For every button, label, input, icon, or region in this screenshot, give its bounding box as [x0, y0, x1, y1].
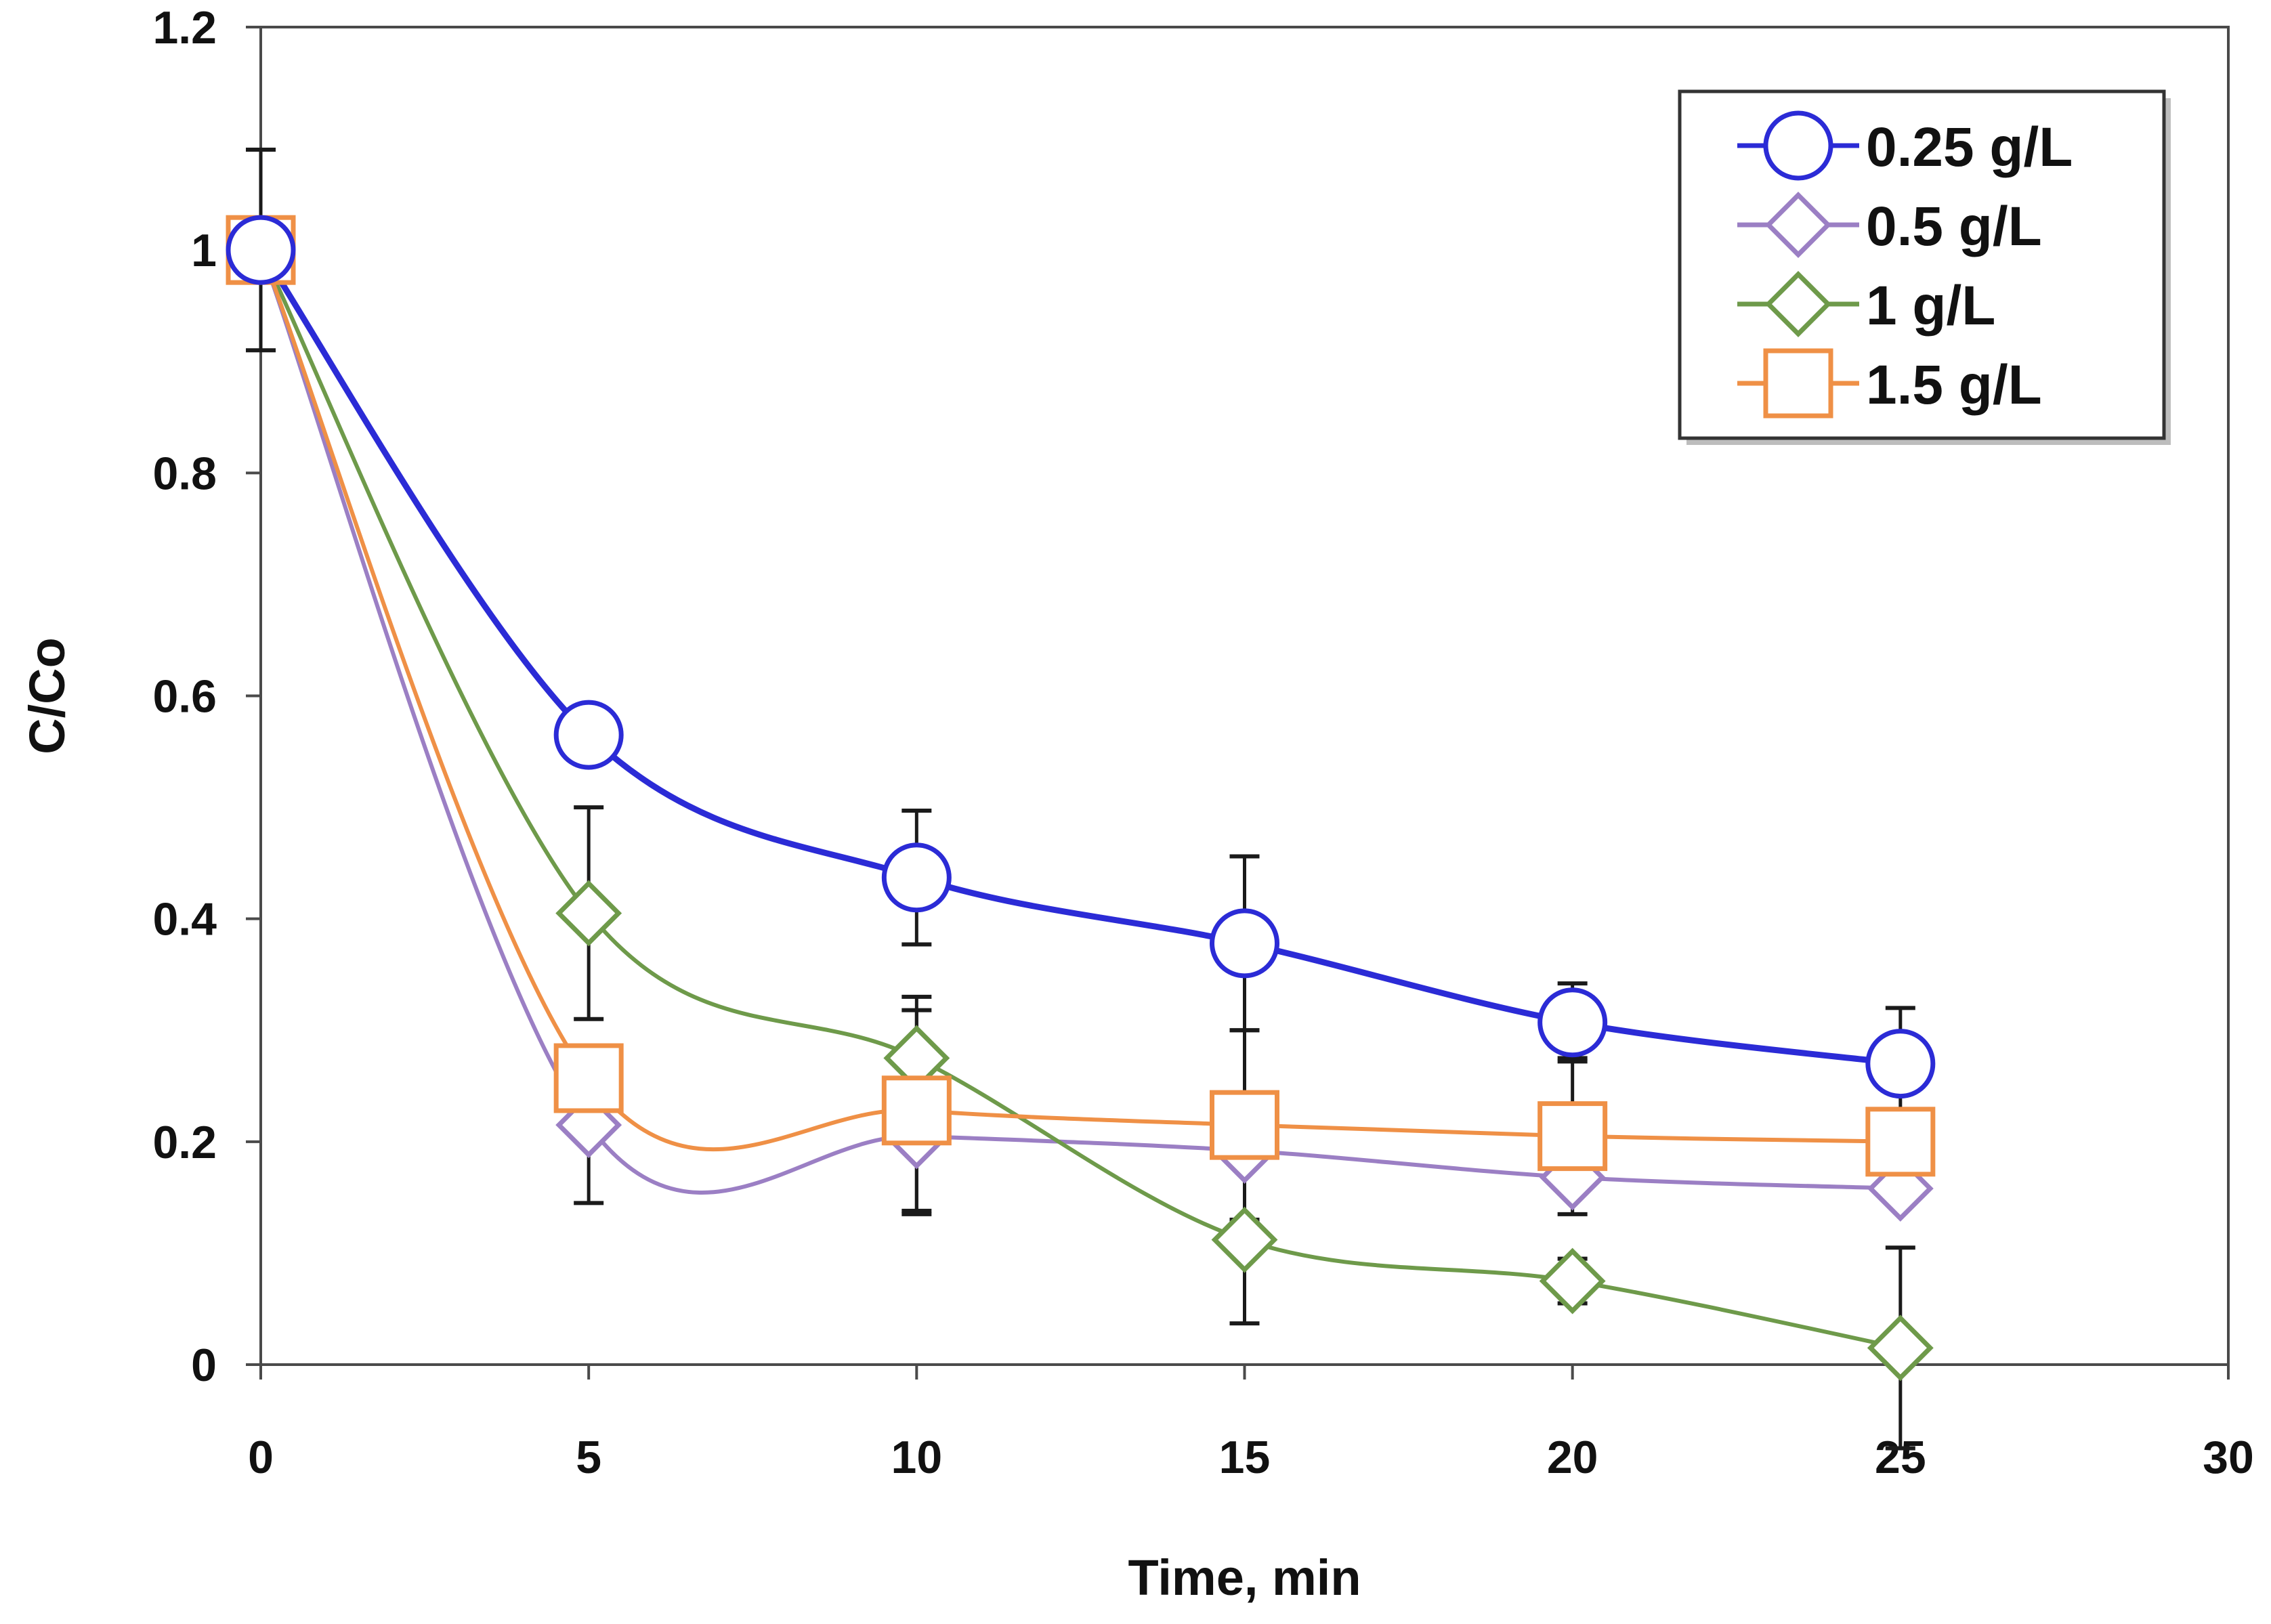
x-tick-label: 0 [248, 1432, 274, 1483]
data-point-1-5-g-l [1210, 1090, 1279, 1160]
y-tick-label: 0.4 [152, 894, 217, 945]
data-point-1-5-g-l [881, 1075, 952, 1146]
y-tick-label: 0.6 [152, 671, 217, 723]
y-tick-label: 1.2 [152, 2, 217, 54]
data-point-1-g-l [555, 880, 622, 947]
data-point-0-25-g-l [881, 842, 952, 913]
legend: 0.25 g/L 0.5 g/L 1 g/L 1.5 g/L [1678, 89, 2171, 445]
x-tick-label: 15 [1219, 1432, 1271, 1483]
x-tick-label: 20 [1547, 1432, 1598, 1483]
legend-label-1-g-l: 1 g/L [1866, 275, 1995, 337]
data-point-1-5-g-l [1865, 1107, 1936, 1177]
data-point-1-5-g-l [553, 1043, 624, 1113]
y-tick-label: 1 [191, 225, 217, 276]
legend-box [1678, 89, 2166, 440]
data-point-0-25-g-l [1210, 908, 1279, 979]
data-point-1-g-l [1867, 1315, 1934, 1382]
data-point-1-g-l [1539, 1247, 1606, 1315]
data-point-0-25-g-l [1865, 1029, 1936, 1099]
data-point-0-25-g-l [553, 700, 624, 770]
legend-label-0-25-g-l: 0.25 g/L [1866, 116, 2073, 178]
legend-label-1-5-g-l: 1.5 g/L [1866, 354, 2042, 416]
y-tick-label: 0.8 [152, 448, 217, 499]
x-tick-label: 30 [2203, 1432, 2254, 1483]
legend-marker-0-5-g-l [1765, 192, 1831, 258]
y-axis-title: C/Co [19, 637, 75, 754]
data-point-1-5-g-l [1537, 1101, 1608, 1172]
legend-marker-1-5-g-l [1763, 348, 1833, 419]
x-axis: 0 5 10 15 20 25 30 [248, 1365, 2254, 1483]
legend-label-0-5-g-l: 0.5 g/L [1866, 196, 2042, 257]
series-points-0-25-g-l [226, 215, 1936, 1099]
y-tick-label: 0.2 [152, 1117, 217, 1168]
legend-marker-1-g-l [1765, 271, 1831, 337]
data-point-0-25-g-l [226, 215, 296, 285]
y-tick-label: 0 [191, 1340, 217, 1391]
legend-marker-0-25-g-l [1763, 110, 1833, 181]
x-axis-title: Time, min [1128, 1550, 1361, 1606]
data-point-1-g-l [1211, 1206, 1278, 1273]
y-axis: 0 0.2 0.4 0.6 0.8 1 1.2 [152, 2, 261, 1391]
x-tick-label: 5 [576, 1432, 601, 1483]
x-tick-label: 10 [891, 1432, 943, 1483]
data-point-0-25-g-l [1537, 987, 1608, 1058]
